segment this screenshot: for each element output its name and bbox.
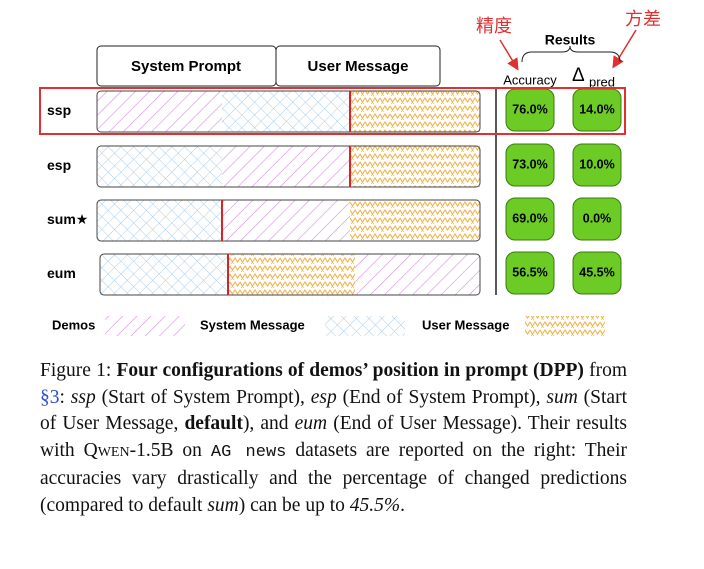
caption-text: (Start of System Prompt),: [95, 386, 311, 408]
brace: [521, 45, 621, 63]
caption-text: esp: [310, 386, 337, 408]
segment: [350, 146, 480, 187]
result-value: 76.0%: [512, 102, 547, 116]
caption-text: (End of User Message). Their results wit…: [40, 413, 628, 461]
caption-text: ), and: [242, 413, 295, 435]
col-label: pred: [589, 74, 615, 89]
legend-swatch: [105, 316, 185, 336]
result-box: [505, 251, 555, 295]
caption: Figure 1: Four configurations of demos’ …: [40, 358, 627, 520]
bar-outline: [96, 145, 481, 188]
segment: [228, 254, 355, 295]
col-label: Accuracy: [503, 72, 557, 87]
caption-text: AG news: [210, 442, 287, 462]
result-value: 56.5%: [512, 265, 547, 279]
caption-text: datasets are reported on the right: Thei…: [40, 439, 627, 516]
segment: [97, 91, 222, 132]
caption-text: ) can be up to: [238, 494, 350, 516]
legend-swatch: [525, 316, 605, 336]
caption-text: Qwen-1.5B: [83, 439, 174, 461]
caption-text[interactable]: §3: [40, 386, 60, 408]
caption-text: (End of System Prompt),: [336, 386, 547, 408]
caption-text: sum: [546, 386, 578, 408]
row-label: esp: [47, 157, 71, 173]
header-box: [275, 45, 441, 87]
result-box: [572, 251, 622, 295]
result-box: [572, 197, 622, 241]
bar-outline: [96, 90, 481, 133]
highlight: [39, 87, 626, 135]
caption-text: .: [400, 494, 405, 516]
legend-label: Demos: [52, 317, 95, 332]
segment: [222, 91, 350, 132]
result-value: 14.0%: [579, 102, 614, 116]
result-value: 45.5%: [579, 265, 614, 279]
legend-label: User Message: [422, 317, 509, 332]
caption-text: ssp: [70, 386, 96, 408]
caption-text: from: [583, 360, 627, 381]
row-label: eum: [47, 265, 76, 281]
result-box: [505, 197, 555, 241]
result-box: [505, 143, 555, 187]
annotation: 方差: [625, 9, 661, 29]
segment: [97, 146, 222, 187]
results-label: Results: [545, 32, 596, 48]
caption-text: on: [173, 439, 211, 461]
arrow: [612, 29, 637, 69]
legend-swatch: [325, 316, 405, 336]
caption-text: eum: [294, 413, 328, 435]
caption-text: Figure 1:: [40, 360, 117, 381]
segment: [100, 254, 228, 295]
bar-outline: [96, 199, 481, 242]
caption-text: :: [59, 386, 71, 408]
result-value: 73.0%: [512, 157, 547, 171]
caption-text: default: [184, 413, 243, 435]
row-label: sum★: [47, 211, 88, 227]
caption-text: 45.5%: [349, 494, 401, 516]
header-label: User Message: [308, 58, 409, 75]
segment: [355, 254, 480, 295]
col-label: Δ: [572, 65, 585, 86]
row-label: ssp: [47, 102, 71, 118]
rows: ssp 76.0% 14.0% esp 73.0% 10.0% sum★ 69.0% 0.0% e…: [47, 88, 622, 296]
segment: [97, 200, 222, 241]
legend: Demos System Message User Message: [52, 316, 605, 336]
bar-outline: [99, 253, 481, 296]
segment: [350, 91, 480, 132]
caption-text: (Start of User Message,: [40, 386, 627, 435]
caption-text: Four configurations of demos’ position i…: [116, 360, 584, 381]
arrow: [499, 39, 519, 71]
caption-text: sum: [207, 494, 239, 516]
segment: [222, 200, 350, 241]
legend-label: System Message: [200, 317, 305, 332]
annotation: 精度: [476, 16, 512, 36]
result-box: [572, 143, 622, 187]
header-label: System Prompt: [131, 58, 241, 75]
result-value: 0.0%: [583, 211, 612, 225]
result-value: 10.0%: [579, 157, 614, 171]
segment: [350, 200, 480, 241]
segment: [222, 146, 350, 187]
result-value: 69.0%: [512, 211, 547, 225]
figure: 精度 方差 System Prompt User Message Results…: [39, 9, 661, 336]
